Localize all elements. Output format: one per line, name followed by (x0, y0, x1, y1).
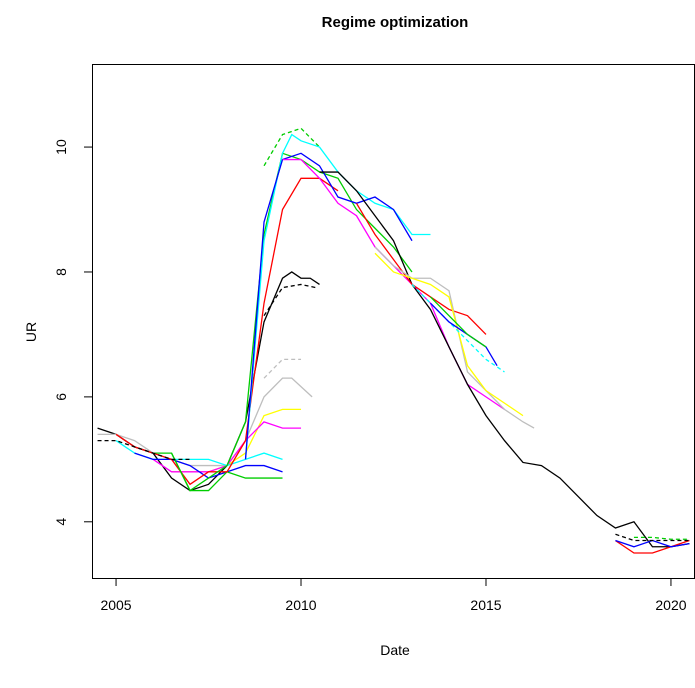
y-tick-label: 4 (53, 518, 69, 526)
lines (97, 127, 690, 554)
x-tick-label: 2005 (100, 597, 131, 613)
series-line (115, 177, 339, 486)
series-line (263, 283, 316, 317)
chart-title: Regime optimization (322, 14, 469, 31)
series-line (282, 158, 505, 410)
x-tick-label: 2015 (470, 597, 501, 613)
x-axis-label: Date (380, 642, 410, 658)
y-tick-label: 10 (53, 139, 69, 155)
series-line (615, 539, 690, 554)
y-tick-label: 8 (53, 268, 69, 276)
series-line (97, 377, 313, 467)
series-line (319, 171, 690, 548)
x-tick-label: 2020 (655, 597, 686, 613)
series-line (411, 284, 505, 373)
plot-frame (92, 64, 695, 579)
series-line (97, 439, 191, 460)
series-line (430, 296, 487, 348)
y-axis-label: UR (23, 322, 39, 342)
series-line (97, 271, 320, 492)
series-line (244, 152, 413, 460)
series-line (355, 202, 487, 335)
series-line (244, 133, 431, 460)
y-tick-label: 6 (53, 393, 69, 401)
x-tick-label: 2010 (285, 597, 316, 613)
series-line (633, 536, 690, 540)
series-line (374, 252, 524, 417)
series-line (263, 358, 302, 379)
series-line (615, 533, 690, 542)
